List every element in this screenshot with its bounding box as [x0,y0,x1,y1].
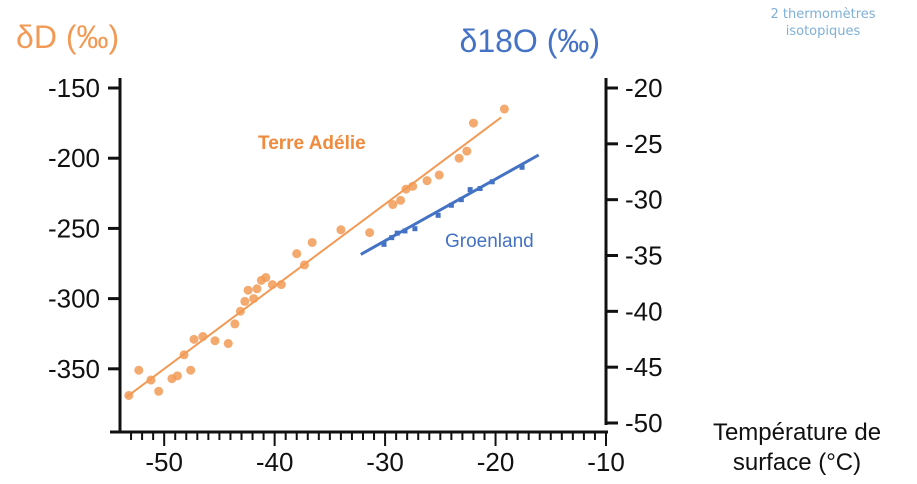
terre-adelie-point [299,260,309,270]
groenland-point [435,212,441,218]
terre-adelie-point [240,296,250,306]
terre-adelie-fit-line [126,116,502,398]
terre-adelie-point [408,181,418,191]
terre-adelie-point [261,273,271,283]
terre-adelie-point [249,294,259,304]
right-y-tick-label: -40 [625,296,663,326]
terre-adelie-point [124,390,134,400]
right-y-tick-label: -25 [625,129,663,159]
left-y-tick-label: -250 [48,213,100,243]
groenland-point [467,187,473,193]
annotation-line-2: isotopiques [785,24,861,39]
groenland-point [477,186,483,191]
terre-adelie-point [154,386,164,396]
left-y-tick-label: -200 [48,143,100,173]
x-axis-title-line-1: Température de [712,419,882,446]
right-y-tick-label: -30 [625,185,663,215]
x-axis-title: Température de surface (°C) [684,418,910,478]
left-axis-title: δD (‰) [16,19,119,55]
terre-adelie-point [198,332,208,342]
terre-adelie-point [134,365,144,375]
x-axis-title-line-2: surface (°C) [732,449,862,476]
series-label-groenland: Groenland [445,231,534,252]
groenland-point [489,179,495,185]
groenland-point [381,241,387,247]
terre-adelie-point [434,170,444,180]
right-y-tick-label: -45 [625,352,663,382]
terre-adelie-point [307,237,317,247]
groenland-point [458,197,464,203]
x-tick-label: -30 [366,447,404,477]
right-y-tick-label: -50 [625,408,663,438]
groenland-point [448,202,454,208]
terre-adelie-point [388,200,398,210]
terre-adelie-point [462,146,472,156]
terre-adelie-point [189,334,199,344]
annotation-line-1: 2 thermomètres [770,7,876,22]
terre-adelie-point [243,285,253,295]
left-y-tick-label: -300 [48,284,100,314]
terre-adelie-point [267,280,277,290]
terre-adelie-point [235,306,245,316]
x-tick-label: -20 [477,447,515,477]
terre-adelie-point [146,375,156,385]
terre-adelie-point [276,280,286,290]
x-tick-label: -50 [145,447,183,477]
terre-adelie-point [422,176,432,186]
terre-adelie-point [252,284,262,294]
right-y-tick-label: -35 [625,241,663,271]
left-y-tick-label: -350 [48,354,100,384]
groenland-point [394,230,400,236]
terre-adelie-point [499,104,509,114]
x-tick-label: -10 [587,447,625,477]
groenland-point [519,164,525,170]
terre-adelie-point [365,228,375,238]
series-label-terre-adelie: Terre Adélie [258,133,366,154]
terre-adelie-point [396,195,406,205]
terre-adelie-point [230,319,240,329]
groenland-point [412,226,418,232]
groenland-point [389,235,395,241]
terre-adelie-point [210,336,220,346]
right-y-tick-label: -20 [625,73,663,103]
annotation-two-thermometers: 2 thermomètres isotopiques [728,6,917,40]
terre-adelie-point [292,249,302,259]
terre-adelie-point [179,350,189,360]
terre-adelie-point [468,118,478,128]
terre-adelie-point [172,371,182,381]
terre-adelie-point [454,153,464,163]
terre-adelie-point [336,225,346,235]
left-y-tick-label: -150 [48,73,100,103]
terre-adelie-point [223,339,233,349]
right-axis-title: δ18O (‰) [460,23,601,59]
terre-adelie-point [186,365,196,375]
groenland-point [402,228,408,234]
x-tick-label: -40 [256,447,294,477]
